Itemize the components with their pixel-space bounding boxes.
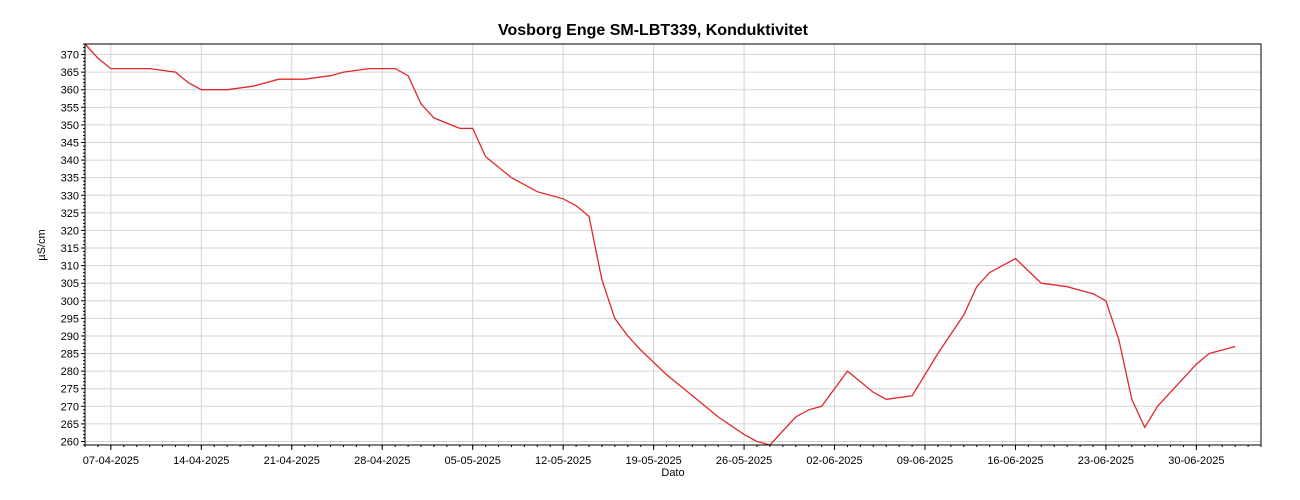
y-tick-label: 300 (61, 296, 79, 308)
x-tick-label: 16-06-2025 (987, 455, 1043, 467)
y-tick-label: 360 (61, 85, 79, 97)
y-tick-label: 260 (61, 436, 79, 448)
y-tick-label: 315 (61, 243, 79, 255)
y-tick-label: 340 (61, 155, 79, 167)
x-tick-label: 09-06-2025 (897, 455, 953, 467)
x-tick-labels: 07-04-2025 14-04-2025 21-04-2025 28-04-2025… (83, 455, 1225, 467)
y-tick-label: 355 (61, 102, 79, 114)
y-tick-label: 325 (61, 208, 79, 220)
y-tick-label: 335 (61, 173, 79, 185)
x-tick-label: 26-05-2025 (716, 455, 772, 467)
chart-title: Vosborg Enge SM-LBT339, Konduktivitet (498, 22, 809, 39)
y-tick-label: 290 (61, 331, 79, 343)
plot-area-border (84, 43, 1262, 446)
y-tick-label: 350 (61, 120, 79, 132)
y-tick-label: 310 (61, 261, 79, 273)
grid (85, 44, 1261, 445)
y-tick-label: 270 (61, 401, 79, 413)
y-tick-label: 295 (61, 313, 79, 325)
y-tick-labels: 260 265 270 275 280 285 290 295 300 305 310 315 320 3… (61, 50, 79, 449)
y-tick-label: 275 (61, 384, 79, 396)
y-tick-label: 370 (61, 50, 79, 62)
y-tick-label: 280 (61, 366, 79, 378)
y-tick-label: 285 (61, 349, 79, 361)
x-tick-label: 28-04-2025 (354, 455, 410, 467)
x-axis-label: Dato (661, 467, 684, 479)
y-tick-label: 365 (61, 67, 79, 79)
x-tick-label: 05-05-2025 (445, 455, 501, 467)
x-tick-label: 12-05-2025 (535, 455, 591, 467)
x-tick-label: 07-04-2025 (83, 455, 139, 467)
x-tick-label: 30-06-2025 (1168, 455, 1224, 467)
x-tick-label: 14-04-2025 (173, 455, 229, 467)
conductivity-series-line (84, 43, 1236, 446)
x-tick-label: 02-06-2025 (806, 455, 862, 467)
y-tick-label: 265 (61, 419, 79, 431)
y-axis-label: µS/cm (36, 229, 48, 260)
x-tick-label: 21-04-2025 (264, 455, 320, 467)
y-tick-label: 330 (61, 190, 79, 202)
x-tick-label: 23-06-2025 (1078, 455, 1134, 467)
y-tick-label: 320 (61, 225, 79, 237)
y-tick-label: 305 (61, 278, 79, 290)
x-tick-label: 19-05-2025 (625, 455, 681, 467)
y-tick-label: 345 (61, 137, 79, 149)
